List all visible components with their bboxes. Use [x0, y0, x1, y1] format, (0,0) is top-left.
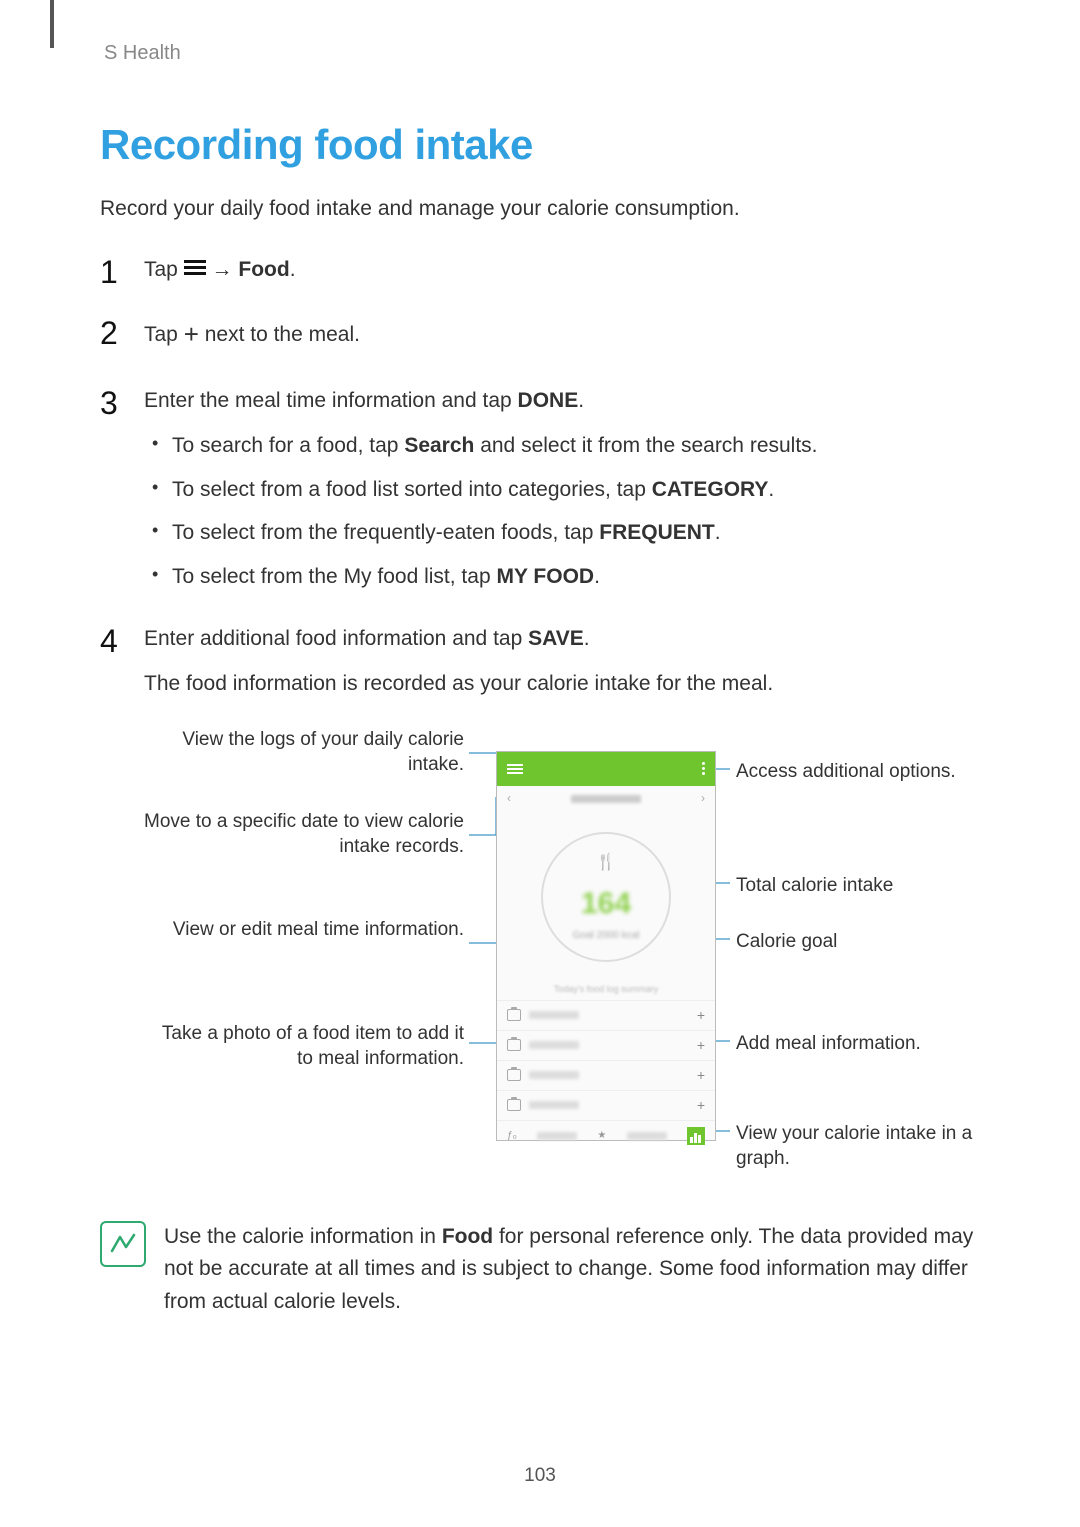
graph-icon[interactable] — [687, 1127, 705, 1145]
step-4-post: . — [584, 627, 590, 650]
calorie-circle-area: 🍴 164 Goal 2000 kcal — [497, 812, 715, 982]
page-binding-mark — [50, 0, 54, 48]
meal-row-breakfast: + — [497, 1000, 715, 1030]
camera-icon[interactable] — [507, 1069, 521, 1081]
meal-row-dinner: + — [497, 1060, 715, 1090]
meal-label — [529, 1011, 579, 1019]
note-icon — [100, 1221, 146, 1267]
step-3-bold: DONE — [518, 389, 579, 412]
plus-icon: + — [184, 319, 199, 349]
step-3-bullet-1: To search for a food, tap Search and sel… — [144, 429, 980, 463]
step-3-bullet-2: To select from a food list sorted into c… — [144, 473, 980, 507]
prev-date-icon[interactable]: ‹ — [507, 789, 511, 808]
add-meal-button[interactable]: + — [697, 1034, 705, 1056]
step-4-after: The food information is recorded as your… — [144, 667, 980, 701]
favorite-icon[interactable]: ★ — [597, 1128, 606, 1144]
date-label — [571, 795, 641, 803]
bottom-bar: ƒ₀ ★ — [497, 1120, 715, 1152]
step-4-pre: Enter additional food information and ta… — [144, 627, 528, 650]
meal-row-lunch: + — [497, 1030, 715, 1060]
total-calories: 164 — [581, 880, 631, 928]
add-meal-button[interactable]: + — [697, 1064, 705, 1086]
step-3-pre: Enter the meal time information and tap — [144, 389, 518, 412]
calorie-circle: 🍴 164 Goal 2000 kcal — [541, 832, 671, 962]
step-3-post: . — [578, 389, 584, 412]
next-date-icon[interactable]: › — [701, 789, 705, 808]
note-text: Use the calorie information in Food for … — [164, 1221, 980, 1319]
quick-input-label — [537, 1132, 577, 1140]
annotated-screenshot: View the logs of your daily calorie inta… — [144, 721, 1024, 1191]
camera-icon[interactable] — [507, 1039, 521, 1051]
meal-label — [529, 1041, 579, 1049]
callout-goal: Calorie goal — [736, 929, 1016, 955]
quick-input-icon[interactable]: ƒ₀ — [507, 1128, 517, 1144]
callout-total-cal: Total calorie intake — [736, 873, 1016, 899]
step-3-bullet-3: To select from the frequently-eaten food… — [144, 516, 980, 550]
calorie-goal: Goal 2000 kcal — [573, 928, 640, 944]
meal-label — [529, 1101, 579, 1109]
meal-time-info[interactable]: Today's food log summary — [497, 982, 715, 1000]
more-icon[interactable] — [691, 762, 705, 775]
add-meal-button[interactable]: + — [697, 1094, 705, 1116]
callout-options: Access additional options. — [736, 759, 1016, 785]
step-4: Enter additional food information and ta… — [100, 622, 980, 1191]
callout-graph: View your calorie intake in a graph. — [736, 1121, 1016, 1172]
meal-row-snacks: + — [497, 1090, 715, 1120]
fork-icon: 🍴 — [596, 850, 616, 876]
date-nav[interactable]: ‹ › — [497, 786, 715, 812]
hamburger-icon — [184, 257, 206, 278]
page-number: 103 — [0, 1465, 1080, 1487]
camera-icon[interactable] — [507, 1009, 521, 1021]
callout-photo: Take a photo of a food item to add it to… — [144, 1021, 464, 1072]
camera-icon[interactable] — [507, 1099, 521, 1111]
step-2-pre: Tap — [144, 323, 184, 346]
step-1-text-pre: Tap — [144, 258, 184, 281]
step-3: Enter the meal time information and tap … — [100, 384, 980, 594]
step-3-bullet-4: To select from the My food list, tap MY … — [144, 560, 980, 594]
callout-date: Move to a specific date to view calorie … — [144, 809, 464, 860]
intro-text: Record your daily food intake and manage… — [100, 193, 980, 225]
callout-meal-time: View or edit meal time information. — [144, 917, 464, 943]
meal-label — [529, 1071, 579, 1079]
favorite-label — [627, 1132, 667, 1140]
step-2-post: next to the meal. — [199, 323, 360, 346]
callout-add-meal: Add meal information. — [736, 1031, 1016, 1057]
breadcrumb: S Health — [104, 42, 980, 65]
app-topbar — [497, 752, 715, 786]
step-2: Tap + next to the meal. — [100, 314, 980, 356]
step-4-bold: SAVE — [528, 627, 584, 650]
phone-mock: ‹ › 🍴 164 Goal 2000 kcal Today's food lo… — [496, 751, 716, 1141]
add-meal-button[interactable]: + — [697, 1004, 705, 1026]
callout-daily-logs: View the logs of your daily calorie inta… — [144, 727, 464, 778]
page-title: Recording food intake — [100, 121, 980, 169]
step-1-arrow: → — [206, 258, 239, 281]
step-1: Tap → Food. — [100, 253, 980, 287]
note-box: Use the calorie information in Food for … — [100, 1221, 980, 1319]
step-1-bold: Food — [238, 258, 289, 281]
step-1-post: . — [290, 258, 296, 281]
menu-icon[interactable] — [507, 762, 523, 776]
